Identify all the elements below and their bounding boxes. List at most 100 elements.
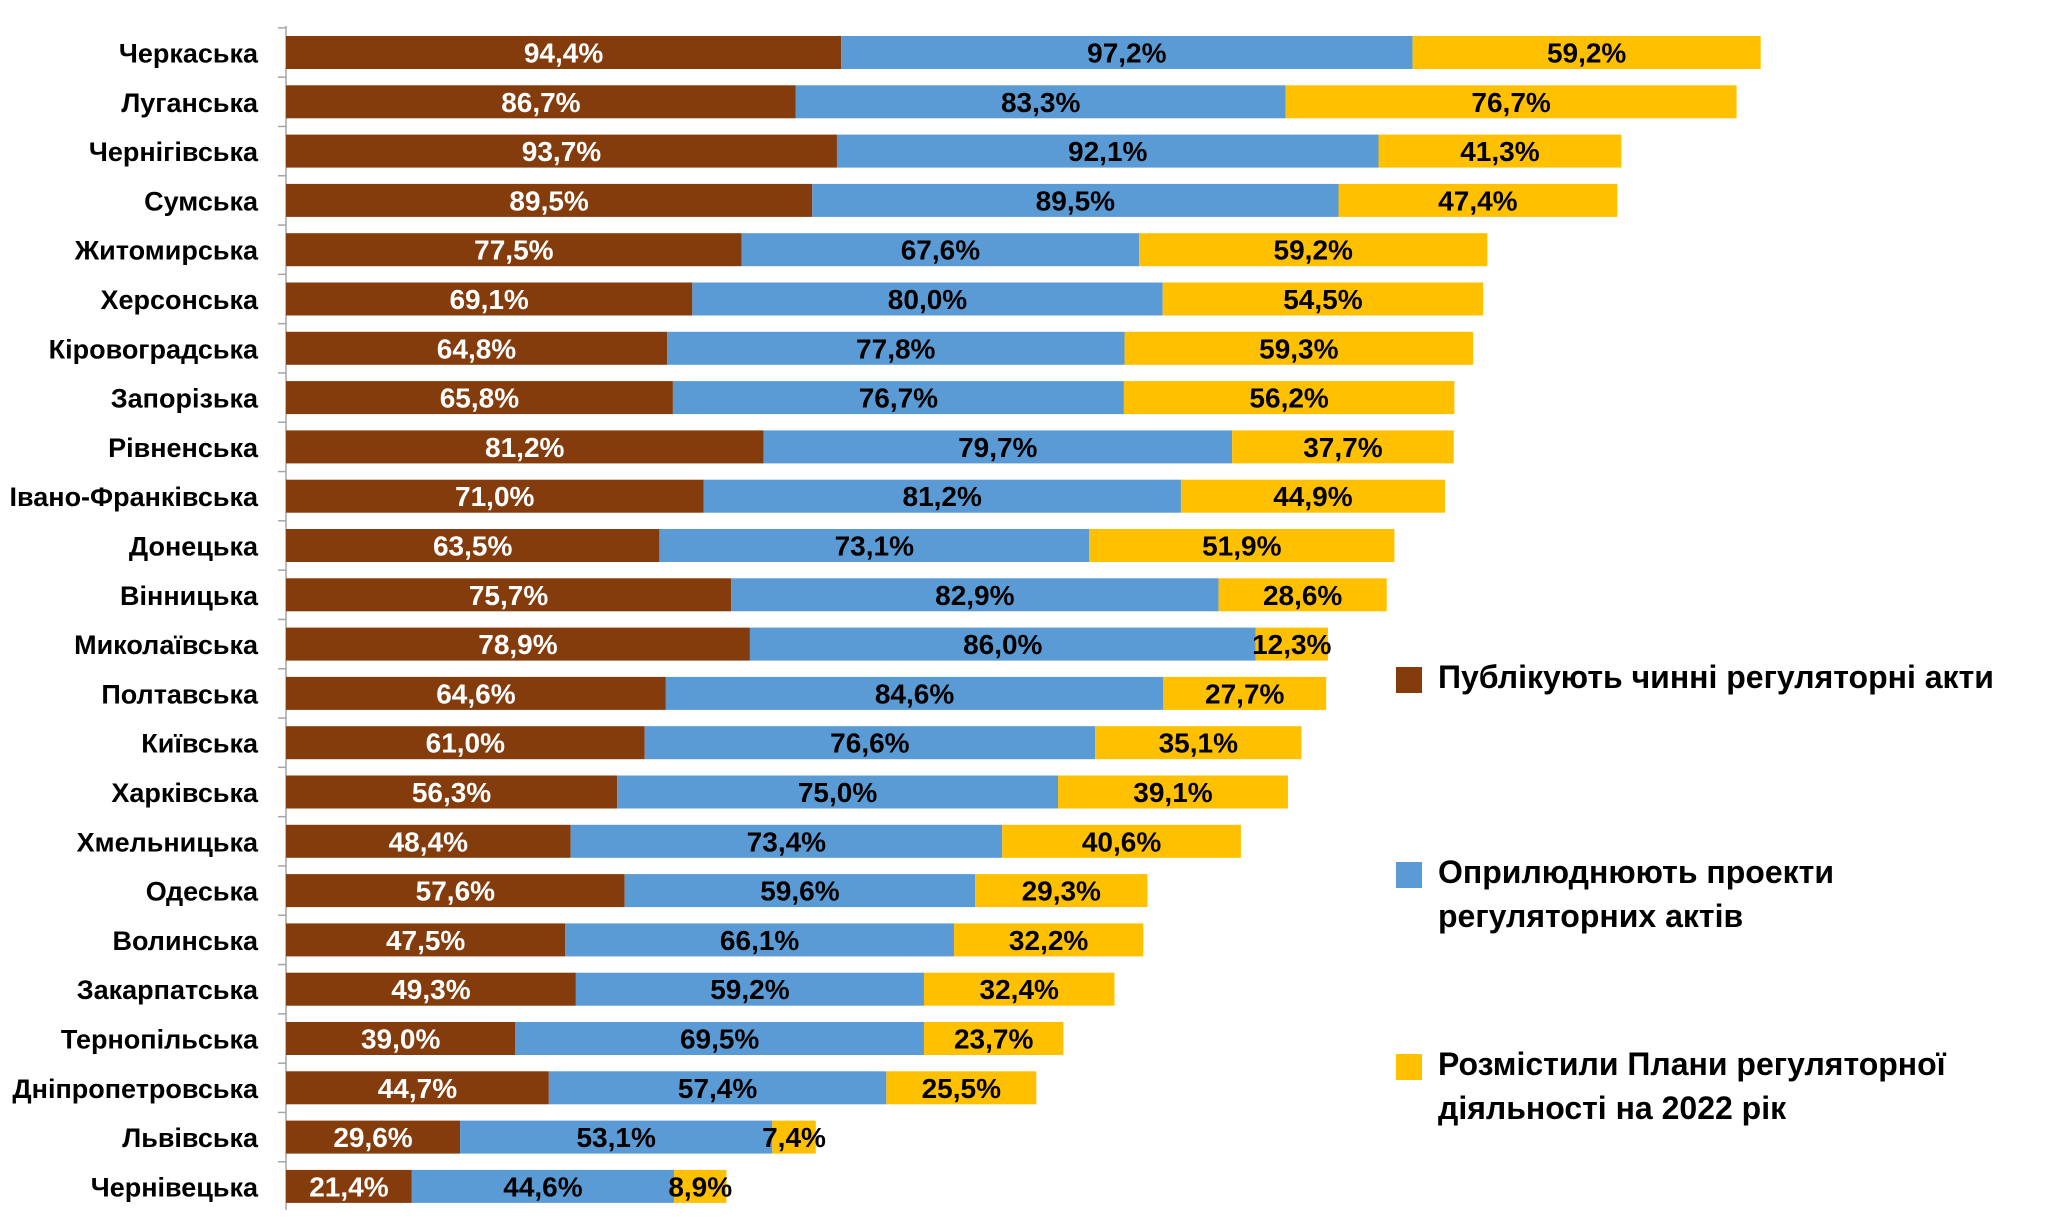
data-label-series-1: 44,7%: [378, 1073, 457, 1104]
category-axis-ticks: [278, 27, 286, 1163]
bar-segment-series-2: [624, 874, 976, 908]
category-label: Донецька: [129, 532, 259, 562]
data-label-series-3: 23,7%: [954, 1024, 1033, 1055]
legend-swatch-brown: [1396, 667, 1422, 693]
data-label-series-3: 28,6%: [1263, 580, 1342, 611]
bar-segment-series-3: [1089, 529, 1395, 562]
bar-segment-series-2: [672, 381, 1124, 415]
data-label-series-1: 64,8%: [437, 333, 516, 364]
category-label: Київська: [141, 729, 259, 759]
bar-segment-series-2: [841, 36, 1413, 69]
category-label: Вінницька: [120, 581, 259, 611]
data-label-series-2: 81,2%: [903, 481, 982, 512]
data-label-series-1: 89,5%: [509, 185, 588, 216]
data-label-series-3: 8,9%: [668, 1171, 732, 1202]
category-label: Черкаська: [119, 39, 259, 69]
bar-segment-series-1: [286, 529, 660, 562]
data-label-series-1: 56,3%: [412, 777, 491, 808]
category-label: Житомирська: [74, 236, 259, 266]
bar-segment-series-2: [644, 726, 1096, 760]
bar-segment-series-3: [975, 874, 1148, 908]
data-label-series-2: 44,6%: [503, 1171, 582, 1202]
bar-segment-series-3: [1002, 824, 1241, 858]
data-label-series-1: 94,4%: [524, 38, 603, 69]
bar-segment-series-2: [548, 1071, 887, 1105]
bar-segment-series-1: [286, 824, 571, 858]
data-label-series-2: 73,4%: [747, 826, 826, 857]
bar-segment-series-1: [286, 36, 842, 69]
bar-segment-series-1: [286, 874, 625, 908]
bar-segment-series-2: [575, 972, 924, 1006]
data-label-series-3: 56,2%: [1249, 383, 1328, 414]
bar-segment-series-1: [286, 85, 796, 119]
bar-segment-series-3: [1338, 183, 1618, 217]
data-label-series-3: 37,7%: [1303, 432, 1382, 463]
bar-segment-series-2: [460, 1120, 773, 1154]
data-label-series-3: 54,5%: [1283, 284, 1362, 315]
category-label: Запорізька: [111, 384, 259, 414]
bar-segment-series-1: [286, 479, 704, 513]
data-label-series-1: 48,4%: [389, 826, 468, 857]
data-label-series-3: 47,4%: [1438, 185, 1517, 216]
bar-segment-series-1: [286, 1169, 412, 1203]
category-label: Волинська: [112, 926, 259, 956]
data-label-series-1: 75,7%: [469, 580, 548, 611]
legend-swatch-yellow: [1396, 1054, 1422, 1080]
bar-segment-series-3: [1163, 676, 1327, 710]
data-label-series-2: 76,6%: [830, 728, 909, 759]
data-label-series-2: 59,6%: [760, 876, 839, 907]
bar-segment-series-1: [286, 183, 813, 217]
bar-segment-series-2: [659, 529, 1090, 562]
data-label-series-1: 39,0%: [361, 1024, 440, 1055]
data-label-series-2: 77,8%: [856, 333, 935, 364]
data-label-series-3: 29,3%: [1022, 876, 1101, 907]
data-label-series-2: 89,5%: [1036, 185, 1115, 216]
data-label-series-2: 67,6%: [901, 235, 980, 266]
bar-segment-series-1: [286, 726, 645, 760]
bar-segments: [286, 36, 1761, 1203]
data-label-series-2: 83,3%: [1001, 87, 1080, 118]
bar-segment-series-1: [286, 1120, 461, 1154]
bar-segment-series-2: [741, 233, 1140, 267]
bar-segment-series-2: [515, 1022, 924, 1055]
data-label-series-1: 61,0%: [426, 728, 505, 759]
legend-label: Оприлюднюють проекти регуляторних актів: [1438, 854, 1834, 934]
data-label-series-1: 49,3%: [391, 974, 470, 1005]
data-label-series-2: 82,9%: [935, 580, 1014, 611]
bar-segment-series-1: [286, 233, 742, 267]
data-label-series-2: 59,2%: [710, 974, 789, 1005]
data-label-series-2: 80,0%: [888, 284, 967, 315]
bar-segment-series-2: [411, 1169, 675, 1203]
category-label: Кіровоградська: [49, 334, 259, 364]
bar-segment-series-3: [1285, 85, 1737, 119]
data-label-series-3: 35,1%: [1159, 728, 1238, 759]
data-label-series-2: 75,0%: [798, 777, 877, 808]
data-label-series-3: 40,6%: [1082, 826, 1161, 857]
bar-segment-series-2: [731, 578, 1219, 612]
data-label-series-1: 93,7%: [522, 136, 601, 167]
data-label-series-3: 59,2%: [1547, 38, 1626, 69]
data-label-series-1: 86,7%: [501, 87, 580, 118]
bar-segment-series-2: [703, 479, 1181, 513]
bar-segment-series-3: [1139, 233, 1488, 267]
bar-segment-series-1: [286, 282, 693, 316]
data-label-series-3: 27,7%: [1205, 678, 1284, 709]
bar-segment-series-3: [1124, 331, 1474, 365]
data-label-series-1: 69,1%: [449, 284, 528, 315]
category-label: Одеська: [146, 877, 259, 907]
bar-segment-series-3: [1095, 726, 1302, 760]
data-label-series-1: 77,5%: [474, 235, 553, 266]
category-label: Хмельницька: [77, 827, 259, 857]
bar-segment-series-3: [1180, 479, 1445, 513]
data-label-series-2: 69,5%: [680, 1024, 759, 1055]
bar-segment-series-3: [772, 1120, 816, 1154]
data-label-series-3: 32,2%: [1009, 925, 1088, 956]
data-label-series-1: 57,6%: [416, 876, 495, 907]
category-label: Закарпатська: [77, 975, 259, 1005]
bar-segment-series-2: [570, 824, 1003, 858]
bar-segment-series-3: [674, 1169, 727, 1203]
data-label-series-2: 76,7%: [859, 383, 938, 414]
category-label: Миколаївська: [74, 630, 259, 660]
data-label-series-1: 47,5%: [386, 925, 465, 956]
